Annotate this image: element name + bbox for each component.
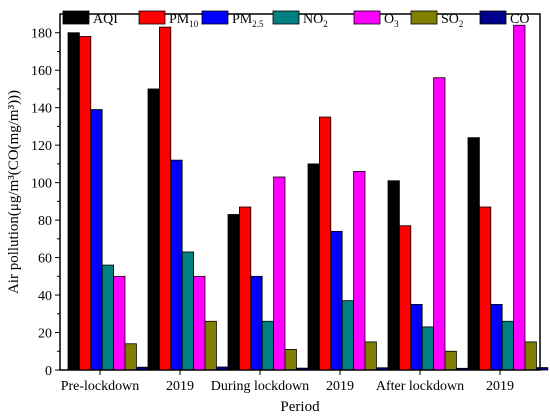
x-tick-label: 2019	[326, 379, 354, 394]
y-tick-label: 160	[31, 64, 52, 79]
bar-aqi-2	[227, 214, 240, 371]
legend-swatch-o3	[353, 10, 381, 25]
legend-label-pm2-5: PM2.5	[232, 12, 264, 29]
bar-pm10-5	[478, 206, 492, 371]
bar-so2-1	[204, 320, 217, 371]
legend-label-aqi: AQI	[93, 12, 118, 27]
bar-no2-5	[501, 320, 515, 371]
bar-pm2-5-0	[90, 109, 103, 371]
bar-pm2-5-2	[250, 275, 263, 371]
y-tick-label: 40	[38, 289, 52, 304]
bar-o3-3	[353, 170, 366, 371]
bar-o3-2	[273, 176, 286, 371]
y-tick-label: 20	[38, 327, 52, 342]
x-tick-label: Pre-lockdown	[61, 379, 140, 394]
legend-swatch-no2	[272, 10, 300, 25]
bar-no2-3	[341, 300, 355, 371]
legend-label-pm10: PM10	[169, 12, 199, 29]
bar-o3-4	[433, 77, 446, 371]
x-axis-title: Period	[280, 399, 320, 415]
bar-pm2-5-5	[490, 304, 503, 371]
bar-aqi-1	[147, 88, 160, 371]
legend-label-so2: SO2	[441, 12, 463, 29]
bar-no2-1	[181, 251, 194, 371]
bar-pm10-3	[318, 116, 332, 371]
bar-no2-0	[101, 264, 114, 371]
y-tick-label: 140	[31, 102, 52, 117]
bar-pm2-5-3	[330, 230, 343, 371]
bar-o3-1	[193, 275, 206, 371]
bar-pm10-4	[398, 225, 412, 371]
legend-swatch-pm10	[138, 10, 166, 25]
y-tick-label: 180	[31, 27, 52, 42]
bar-so2-3	[364, 341, 377, 371]
y-tick-label: 120	[31, 139, 52, 154]
bars-layer	[67, 24, 549, 371]
y-tick-label: 60	[38, 252, 52, 267]
bar-so2-4	[444, 350, 457, 371]
y-tick-label: 0	[45, 364, 52, 379]
bar-aqi-5	[467, 137, 480, 371]
bar-so2-2	[284, 348, 297, 371]
legend-label-o3: O3	[384, 12, 399, 29]
y-axis-title: Air pollution(μg/m³(CO(mg/m³)))	[6, 90, 22, 294]
x-tick-label: 2019	[166, 379, 194, 394]
legend-swatch-co	[479, 10, 507, 25]
y-tick-label: 100	[31, 177, 52, 192]
x-tick-label: After lockdown	[376, 379, 464, 394]
bar-pm2-5-1	[170, 159, 183, 371]
bar-aqi-3	[307, 163, 320, 371]
bar-aqi-4	[387, 180, 400, 371]
bar-no2-2	[261, 320, 275, 371]
bar-so2-5	[524, 341, 537, 371]
bar-o3-0	[113, 275, 126, 371]
y-axis: 0 20 40 60 80 100 120 140 160 180	[31, 27, 60, 379]
legend-label-co: CO	[510, 12, 529, 27]
x-axis: Pre-lockdown 2019 During lockdown 2019 After…	[61, 370, 514, 394]
legend-swatch-pm2-5	[201, 10, 229, 25]
bar-pm10-1	[158, 26, 172, 371]
bar-pm10-0	[79, 36, 92, 371]
plot-frame	[59, 13, 541, 371]
x-tick-label: 2019	[486, 379, 514, 394]
bar-co-5	[536, 367, 549, 371]
legend-swatch-aqi	[62, 10, 90, 25]
y-tick-label: 80	[38, 214, 52, 229]
bar-no2-4	[421, 326, 435, 371]
legend: AQI PM10 PM2.5 NO2 O3 SO2 CO	[62, 10, 529, 29]
bar-aqi-0	[67, 32, 80, 371]
bar-so2-0	[124, 343, 137, 371]
legend-label-no2: NO2	[303, 12, 328, 29]
bar-pm2-5-4	[410, 304, 423, 371]
x-tick-label: During lockdown	[211, 379, 309, 394]
bar-pm10-2	[238, 206, 252, 371]
legend-swatch-so2	[410, 10, 438, 25]
bar-o3-5	[513, 24, 526, 371]
